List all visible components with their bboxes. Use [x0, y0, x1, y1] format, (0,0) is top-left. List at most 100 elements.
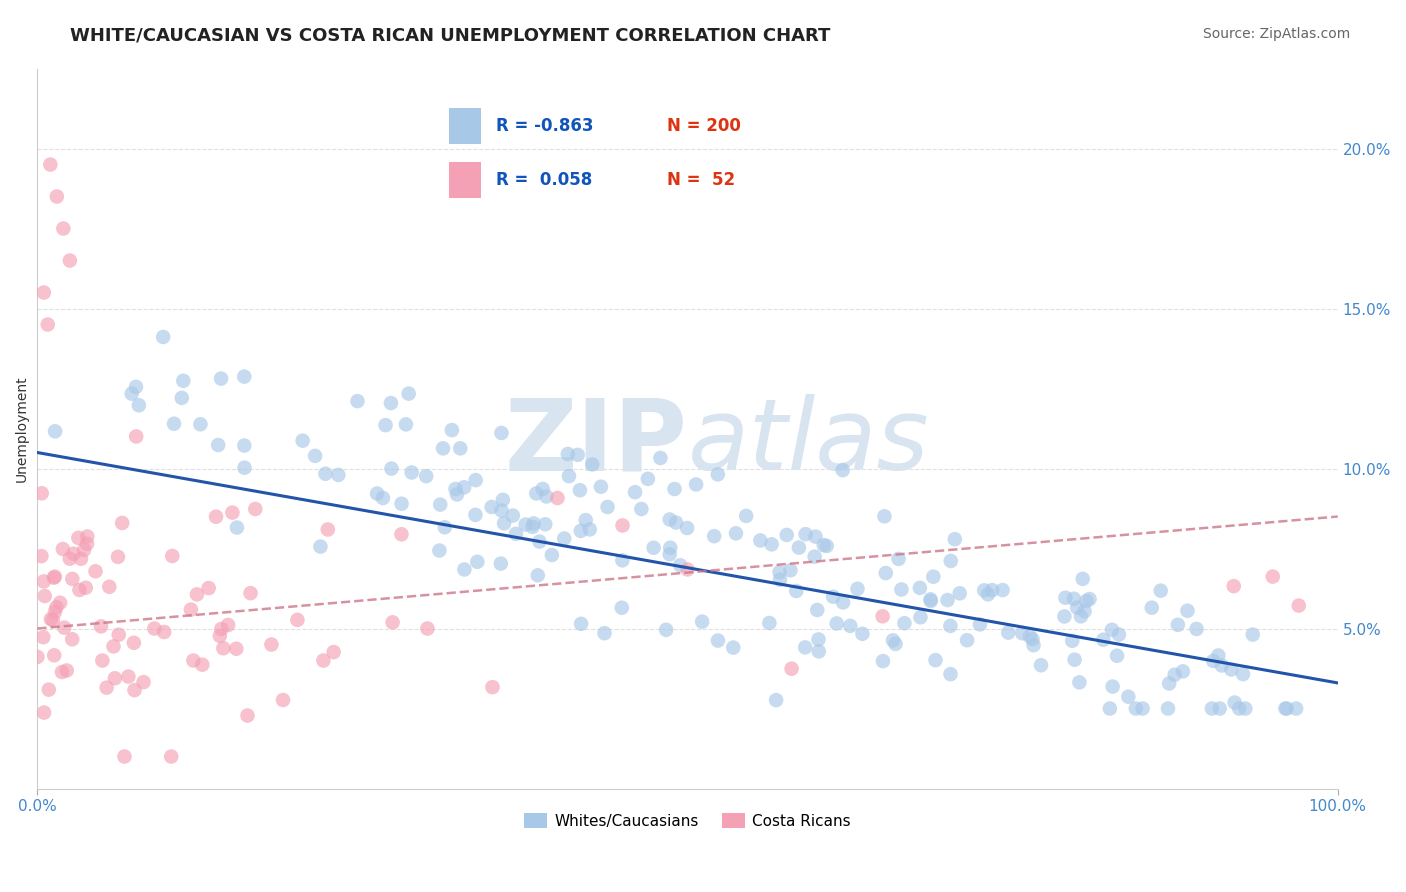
Point [31, 486, 53, 500]
Point [610, 600, 633, 615]
Point [969, 617, 991, 632]
Point [846, 582, 869, 596]
Point [1101, 623, 1123, 637]
Point [191, 657, 214, 672]
Point [785, 584, 807, 599]
Point [1069, 675, 1091, 690]
Point [233, 438, 256, 452]
Point [1159, 676, 1181, 690]
Point [98, 580, 121, 594]
Point [27, 649, 49, 664]
Point [825, 616, 848, 631]
Point [1053, 609, 1076, 624]
Point [779, 563, 801, 577]
Point [1241, 627, 1264, 641]
Point [981, 583, 1004, 598]
Point [180, 602, 202, 616]
Point [117, 669, 139, 683]
Point [170, 391, 193, 405]
Point [1098, 701, 1121, 715]
Point [685, 477, 707, 491]
Point [380, 396, 402, 410]
Point [515, 517, 537, 532]
Point [160, 749, 183, 764]
Point [575, 513, 598, 527]
Point [121, 386, 143, 401]
Point [558, 469, 581, 483]
Point [1223, 696, 1246, 710]
Point [1108, 627, 1130, 641]
Point [872, 654, 894, 668]
Point [453, 480, 475, 494]
Point [939, 667, 962, 681]
Point [322, 645, 344, 659]
Y-axis label: Unemployment: Unemployment [15, 376, 30, 482]
Point [30, 549, 52, 563]
Point [152, 330, 174, 344]
Point [401, 466, 423, 480]
Point [1211, 658, 1233, 673]
Point [1209, 701, 1232, 715]
Point [55, 664, 77, 678]
Point [44, 569, 66, 583]
Point [312, 653, 335, 667]
Point [676, 562, 699, 576]
Point [956, 633, 979, 648]
Point [444, 482, 467, 496]
Point [132, 675, 155, 690]
Point [90, 619, 112, 633]
Point [111, 516, 134, 530]
Point [38, 682, 60, 697]
Point [1101, 680, 1123, 694]
Point [655, 623, 678, 637]
Point [776, 528, 799, 542]
Point [650, 450, 672, 465]
Point [122, 636, 145, 650]
Text: Source: ZipAtlas.com: Source: ZipAtlas.com [1202, 27, 1350, 41]
Point [491, 425, 513, 440]
Point [233, 369, 256, 384]
Point [415, 469, 437, 483]
Point [429, 498, 451, 512]
Point [1227, 701, 1250, 715]
Point [143, 622, 166, 636]
Point [162, 549, 184, 563]
Point [637, 472, 659, 486]
Point [949, 586, 972, 600]
Point [42, 613, 65, 627]
Point [505, 526, 527, 541]
Text: WHITE/CAUCASIAN VS COSTA RICAN UNEMPLOYMENT CORRELATION CHART: WHITE/CAUCASIAN VS COSTA RICAN UNEMPLOYM… [70, 27, 831, 45]
Point [32, 706, 55, 720]
Point [391, 497, 413, 511]
Point [658, 547, 681, 561]
Point [208, 629, 231, 643]
Point [44, 605, 66, 619]
Point [1073, 604, 1095, 618]
Point [724, 526, 747, 541]
Point [943, 532, 966, 546]
Point [612, 553, 634, 567]
Point [271, 693, 294, 707]
Point [884, 637, 907, 651]
Point [51, 665, 73, 679]
Point [104, 671, 127, 685]
Point [395, 417, 418, 432]
Point [1062, 633, 1084, 648]
Point [371, 491, 394, 505]
Point [872, 609, 894, 624]
Point [1150, 583, 1173, 598]
Point [67, 531, 90, 545]
Point [529, 534, 551, 549]
Point [39, 157, 62, 171]
Point [1063, 591, 1085, 606]
Point [239, 586, 262, 600]
Point [578, 522, 600, 536]
Point [596, 500, 619, 514]
Point [624, 485, 647, 500]
Point [212, 641, 235, 656]
Point [32, 630, 55, 644]
Point [568, 483, 591, 498]
Point [769, 573, 792, 587]
Point [707, 467, 730, 482]
Point [45, 189, 67, 203]
